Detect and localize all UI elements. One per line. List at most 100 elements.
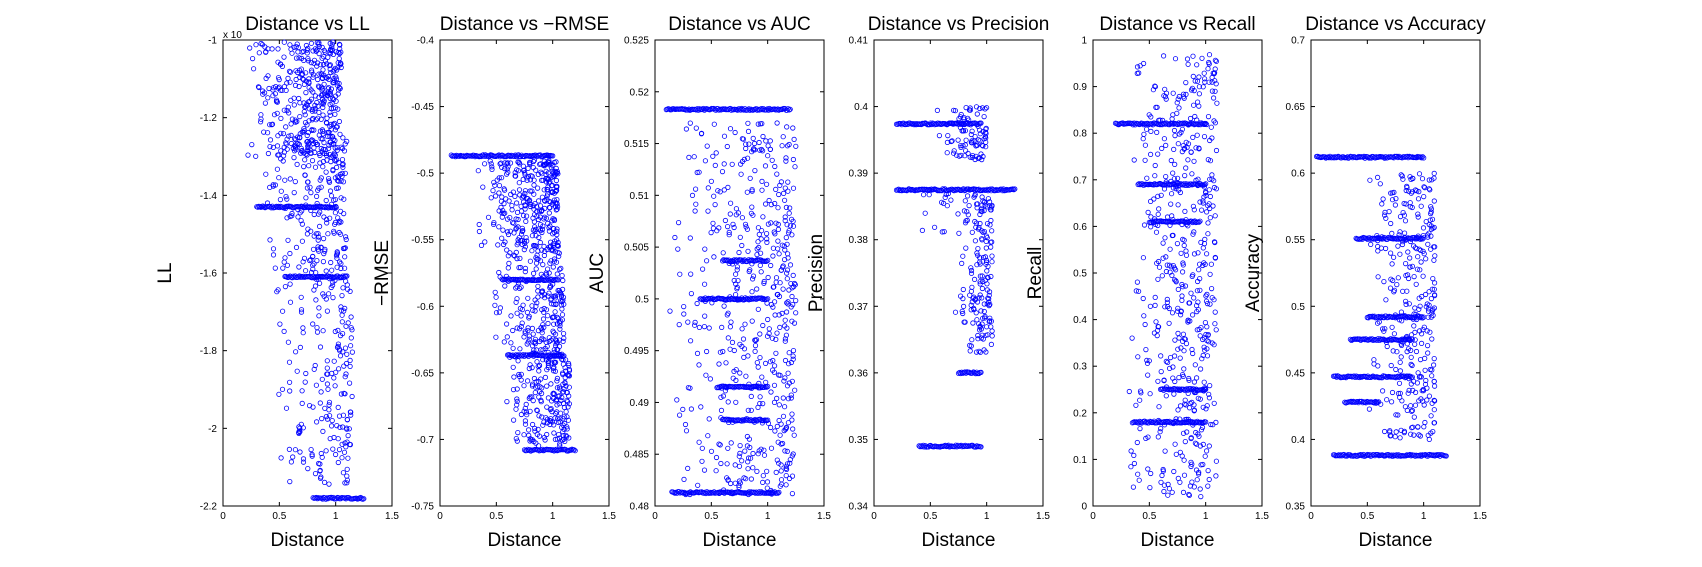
data-point [1208,383,1212,387]
data-point [1142,132,1146,136]
data-point [1183,439,1187,443]
data-point [1176,408,1180,412]
data-point [772,383,776,387]
data-point [706,209,710,213]
data-point [271,247,275,251]
data-point [283,178,287,182]
data-point [531,165,535,169]
data-point [1206,221,1210,225]
data-point [340,313,344,317]
data-point [784,235,788,239]
data-point [1168,247,1172,251]
data-point [294,245,298,249]
data-point [301,460,305,464]
data-point [712,194,716,198]
data-point [302,82,306,86]
data-point [740,327,744,331]
data-point [726,446,730,450]
data-point [1214,148,1218,152]
data-point [1138,426,1142,430]
data-point [1169,158,1173,162]
data-point [1186,62,1190,66]
data-point [970,338,974,342]
data-point [706,434,710,438]
data-point [746,129,750,133]
data-point [728,201,732,205]
x-tick-label: 0.5 [1142,511,1156,522]
data-point [1153,303,1157,307]
x-tick-label: 1.5 [817,511,831,522]
data-point [275,144,279,148]
data-point [558,411,562,415]
data-point [259,113,263,117]
data-point [738,371,742,375]
y-tick-label: -0.55 [411,235,434,246]
data-point [756,452,760,456]
data-point [277,176,281,180]
data-point [332,359,336,363]
data-point [787,288,791,292]
data-point [688,339,692,343]
data-point [297,96,301,100]
data-point [322,82,326,86]
data-point [1180,270,1184,274]
data-point [514,201,518,205]
data-point [961,287,965,291]
data-point [675,398,679,402]
data-point [346,456,350,460]
data-point [489,196,493,200]
data-point [268,238,272,242]
data-point [949,198,953,202]
data-point [284,125,288,129]
data-point [760,149,764,153]
data-point [546,350,550,354]
data-point [976,246,980,250]
data-point [749,477,753,481]
data-point [982,229,986,233]
data-point [287,380,291,384]
data-point [676,220,680,224]
data-point [1182,458,1186,462]
data-point [281,131,285,135]
data-point [322,215,326,219]
data-point [530,326,534,330]
data-point [1215,101,1219,105]
data-point [519,314,523,318]
y-tick-label: -0.65 [411,368,434,379]
data-point [726,400,730,404]
data-point [1141,61,1145,65]
data-point [1172,469,1176,473]
data-point [965,194,969,198]
x-tick-label: 1 [1421,511,1427,522]
y-tick-label: -2.2 [200,502,218,513]
data-point [278,322,282,326]
data-point [762,453,766,457]
data-point [714,469,718,473]
data-point [1164,174,1168,178]
data-point [271,253,275,257]
data-point [1165,360,1169,364]
data-point [1163,305,1167,309]
data-point [932,225,936,229]
data-point [305,186,309,190]
y-tick-label: -0.4 [417,36,435,47]
data-point [497,183,501,187]
data-point [337,56,341,60]
data-point [712,122,716,126]
data-point [511,365,515,369]
data-point [682,477,686,481]
data-point [693,209,697,213]
data-point [704,259,708,263]
data-point [251,67,255,71]
scatter-points [664,106,798,496]
data-point [1177,336,1181,340]
data-point [781,287,785,291]
data-point [1141,137,1145,141]
data-point [759,270,763,274]
data-point [1143,158,1147,162]
data-point [737,454,741,458]
x-tick-label: 0 [652,511,658,522]
data-point [753,349,757,353]
data-point [1161,54,1165,58]
data-point [511,346,515,350]
